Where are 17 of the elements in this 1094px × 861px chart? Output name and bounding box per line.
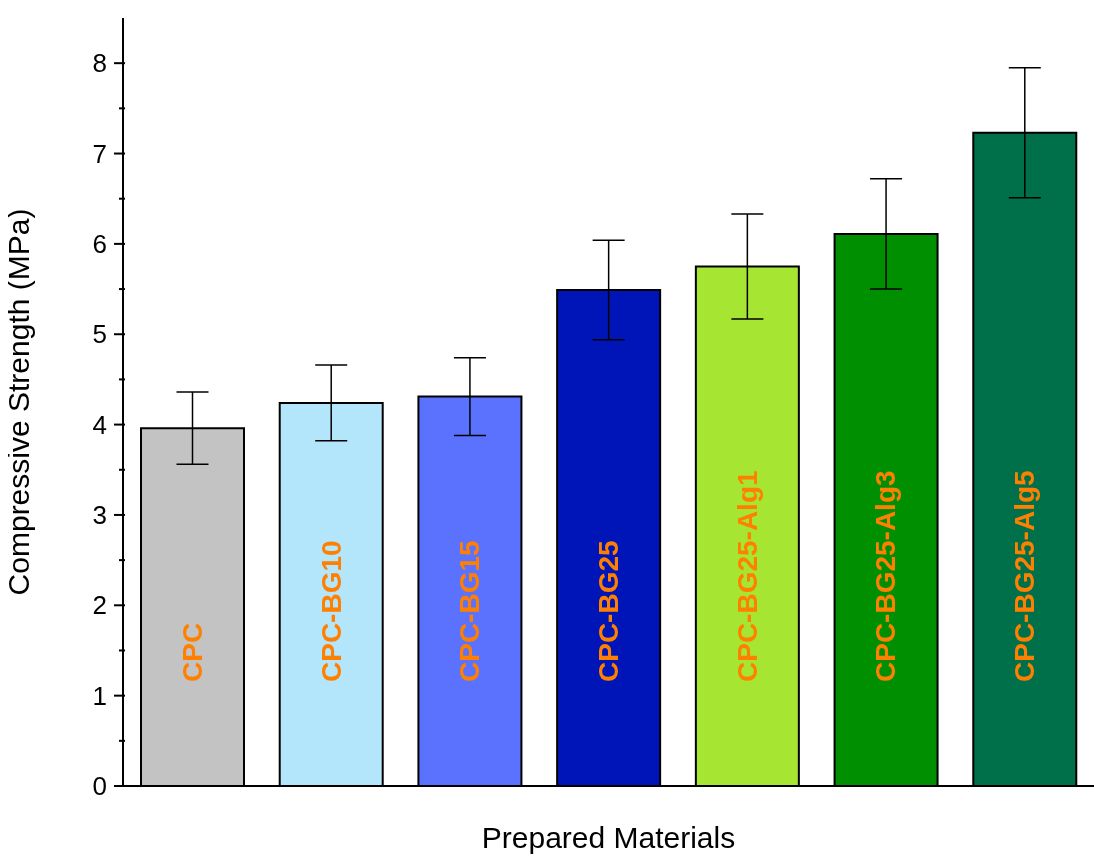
- x-tick-label: CPC-BG25-Alg3: [870, 470, 902, 682]
- x-tick-label: CPC-BG10: [315, 540, 347, 682]
- x-tick-label: CPC-BG15: [454, 540, 486, 682]
- y-tick-label: 6: [92, 228, 107, 259]
- y-tick-label: 0: [92, 771, 107, 801]
- y-tick-label: 4: [92, 409, 107, 440]
- y-tick-label: 7: [92, 138, 107, 169]
- x-tick-label: CPC: [176, 622, 208, 682]
- y-tick-label: 8: [92, 48, 107, 79]
- x-tick-label: CPC-BG25-Alg5: [1009, 470, 1041, 682]
- y-tick-label: 5: [92, 319, 107, 350]
- y-tick-label: 1: [92, 680, 107, 711]
- x-tick-label: CPC-BG25-Alg1: [731, 470, 763, 682]
- x-axis-title: Prepared Materials: [481, 821, 736, 854]
- y-tick-label: 2: [92, 590, 107, 621]
- x-tick-label: CPC-BG25: [593, 540, 624, 682]
- y-tick-label: 3: [92, 499, 107, 530]
